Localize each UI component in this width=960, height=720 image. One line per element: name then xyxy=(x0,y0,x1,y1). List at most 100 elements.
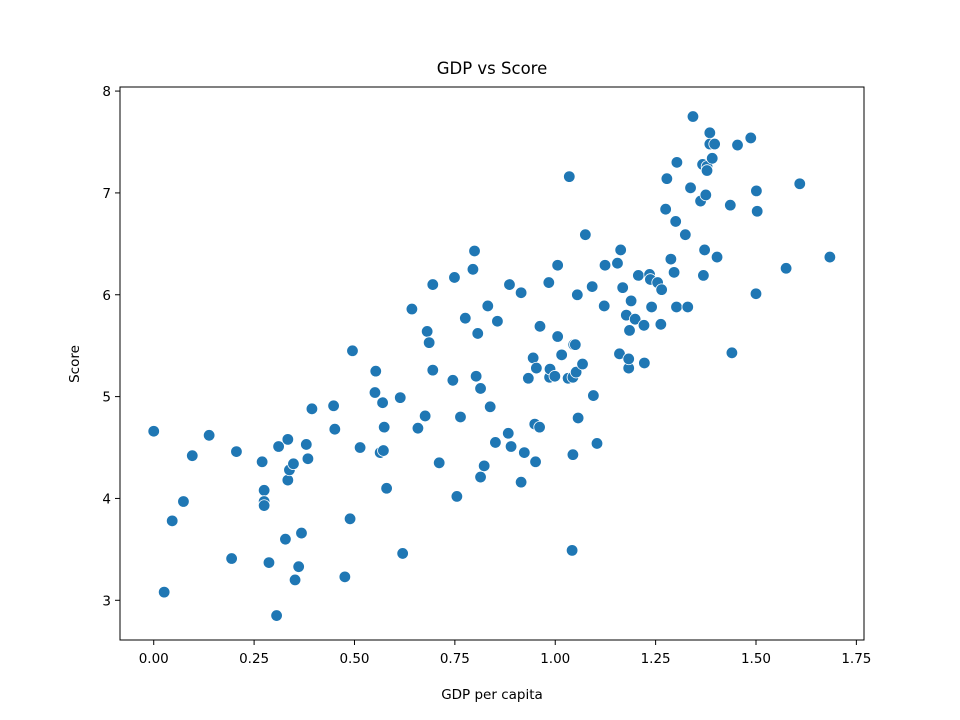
data-points xyxy=(147,110,837,622)
data-point xyxy=(616,281,629,294)
y-tick-label: 3 xyxy=(102,593,111,609)
data-point xyxy=(624,294,638,308)
data-point xyxy=(446,374,460,387)
data-point xyxy=(448,271,461,284)
chart-title: GDP vs Score xyxy=(437,59,548,78)
data-point xyxy=(514,286,528,299)
data-point xyxy=(287,457,300,471)
data-point xyxy=(700,164,714,177)
data-point xyxy=(503,278,516,291)
data-point xyxy=(664,252,678,266)
data-point xyxy=(477,459,491,473)
data-point xyxy=(670,156,684,169)
data-point xyxy=(529,455,542,468)
data-point xyxy=(542,276,556,289)
data-point xyxy=(587,389,600,402)
data-point xyxy=(450,490,464,503)
data-point xyxy=(710,250,724,264)
data-point xyxy=(750,184,763,198)
data-point xyxy=(305,402,319,416)
data-point xyxy=(328,422,342,436)
data-point xyxy=(504,440,518,453)
data-point xyxy=(555,348,568,362)
data-point xyxy=(563,170,576,183)
data-point xyxy=(489,436,502,449)
data-point xyxy=(202,429,216,442)
data-point xyxy=(569,338,582,351)
data-point xyxy=(628,313,642,326)
data-point xyxy=(454,410,467,424)
data-point xyxy=(257,484,271,497)
data-point xyxy=(343,512,357,526)
data-point xyxy=(369,364,382,378)
data-point xyxy=(614,243,627,257)
x-tick-label: 1.75 xyxy=(841,651,871,667)
data-point xyxy=(670,300,683,314)
data-point xyxy=(579,228,592,241)
data-point xyxy=(823,250,837,264)
data-point xyxy=(502,427,515,440)
data-point xyxy=(396,547,409,560)
data-point xyxy=(590,437,604,450)
y-tick-label: 4 xyxy=(102,491,111,507)
data-point xyxy=(394,391,407,404)
data-point xyxy=(632,269,645,282)
data-point xyxy=(703,126,717,140)
data-point xyxy=(548,370,562,383)
data-point xyxy=(157,585,171,599)
data-point xyxy=(255,455,269,468)
data-point xyxy=(708,137,721,151)
data-point xyxy=(147,425,160,438)
data-point xyxy=(660,172,674,185)
data-point xyxy=(466,263,480,276)
data-point xyxy=(598,299,611,313)
data-point xyxy=(433,456,446,470)
data-point xyxy=(474,470,487,484)
data-point xyxy=(751,205,764,218)
data-point xyxy=(571,411,585,425)
x-tick-label: 1.25 xyxy=(641,651,671,667)
x-tick-label: 0.25 xyxy=(239,651,269,667)
x-axis-label: GDP per capita xyxy=(441,687,543,703)
data-point xyxy=(659,203,672,216)
y-tick-label: 6 xyxy=(102,288,111,304)
data-point xyxy=(483,400,497,413)
data-point xyxy=(679,228,692,241)
data-point xyxy=(611,256,624,270)
data-point xyxy=(684,181,697,195)
x-tick-label: 0.75 xyxy=(440,651,470,667)
data-point xyxy=(474,382,487,395)
data-point xyxy=(281,433,295,446)
y-axis-label: Score xyxy=(67,345,83,383)
y-tick-label: 7 xyxy=(102,186,111,202)
y-tick-label: 5 xyxy=(102,390,111,406)
data-point xyxy=(281,473,295,487)
data-point xyxy=(793,177,806,190)
data-point xyxy=(571,288,584,301)
data-point xyxy=(338,570,352,584)
data-point xyxy=(411,421,425,435)
data-point xyxy=(749,287,763,300)
data-point xyxy=(491,315,504,328)
data-point xyxy=(569,365,583,379)
data-point xyxy=(655,283,668,296)
data-point xyxy=(744,131,757,145)
data-point xyxy=(686,110,700,123)
data-point xyxy=(645,300,658,314)
data-point xyxy=(598,259,612,272)
data-point xyxy=(225,552,238,565)
data-point xyxy=(481,299,494,313)
data-point xyxy=(230,445,243,458)
data-point xyxy=(346,344,359,357)
data-point xyxy=(731,138,744,152)
data-point xyxy=(622,352,635,366)
data-point xyxy=(257,499,271,512)
data-point xyxy=(522,372,535,385)
data-point xyxy=(565,544,579,557)
data-point xyxy=(327,399,340,412)
data-point xyxy=(270,609,283,622)
data-point xyxy=(469,370,483,383)
data-point xyxy=(514,475,528,489)
